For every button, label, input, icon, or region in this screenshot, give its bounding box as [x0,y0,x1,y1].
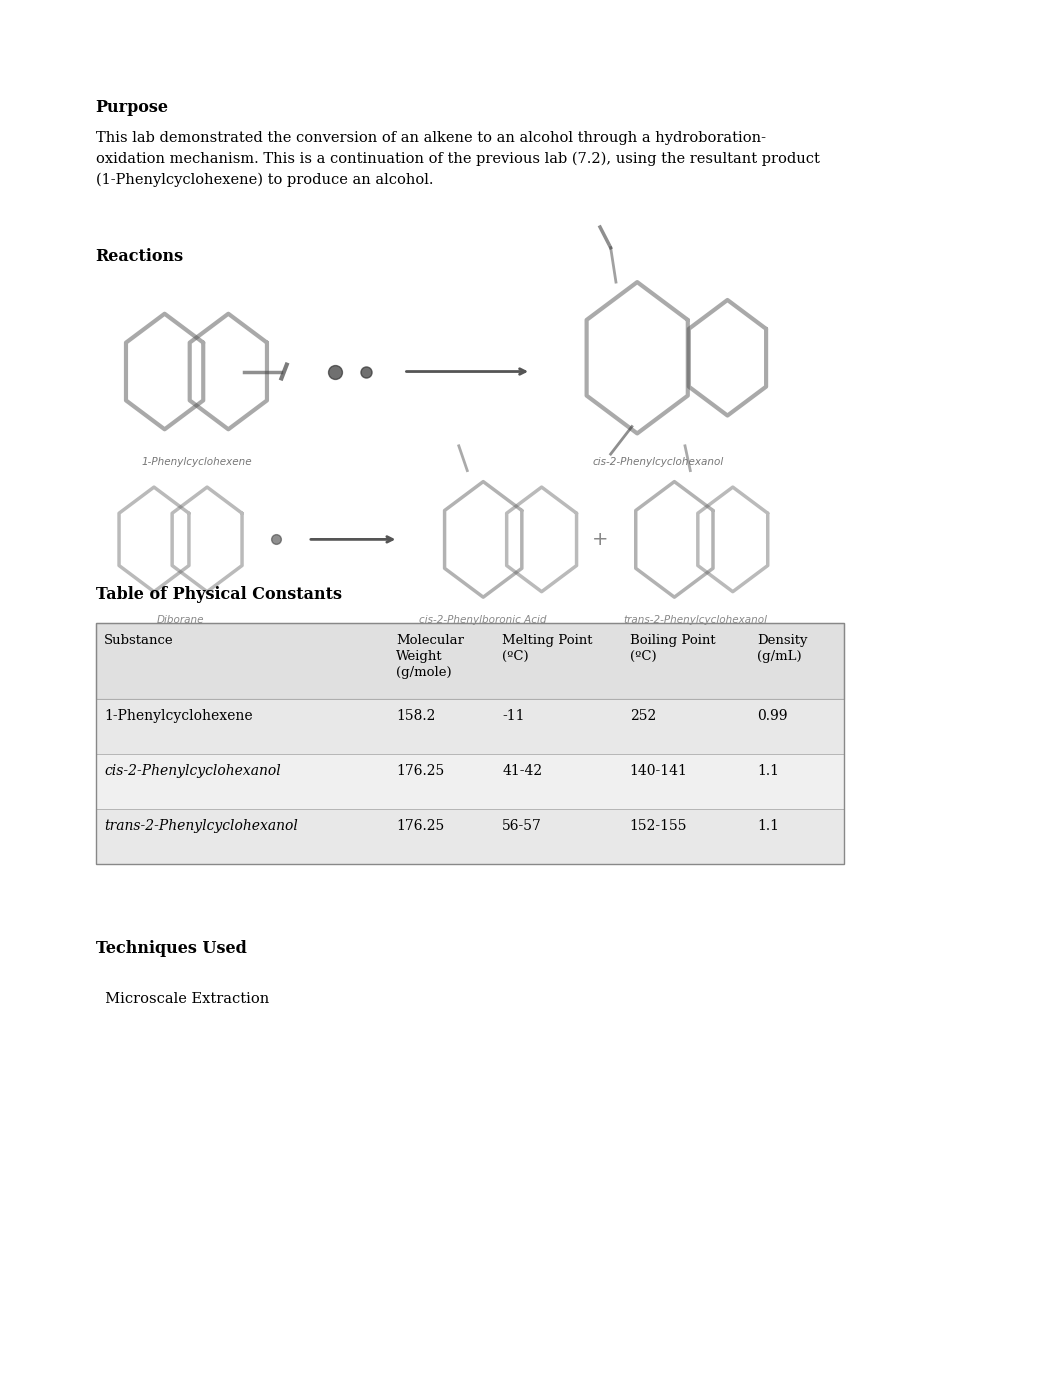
Text: Techniques Used: Techniques Used [96,940,246,956]
Text: This lab demonstrated the conversion of an alkene to an alcohol through a hydrob: This lab demonstrated the conversion of … [96,131,820,187]
Text: 1-Phenylcyclohexene: 1-Phenylcyclohexene [104,709,253,722]
FancyBboxPatch shape [96,754,844,809]
Text: cis-2-Phenylboronic Acid: cis-2-Phenylboronic Acid [419,615,547,625]
Text: +: + [592,530,609,549]
Text: Substance: Substance [104,634,174,647]
Text: 176.25: 176.25 [396,819,444,832]
Text: trans-2-Phenylcyclohexanol: trans-2-Phenylcyclohexanol [104,819,298,832]
FancyBboxPatch shape [96,623,844,699]
Text: 1-Phenylcyclohexene: 1-Phenylcyclohexene [141,457,252,466]
Text: 152-155: 152-155 [630,819,687,832]
Text: 41-42: 41-42 [502,764,543,777]
Text: Purpose: Purpose [96,99,169,116]
FancyBboxPatch shape [96,699,844,754]
Text: -11: -11 [502,709,525,722]
Text: Table of Physical Constants: Table of Physical Constants [96,586,342,603]
Text: Density
(g/mL): Density (g/mL) [757,634,808,663]
Text: cis-2-Phenylcyclohexanol: cis-2-Phenylcyclohexanol [593,457,724,466]
Text: 158.2: 158.2 [396,709,435,722]
Text: Boiling Point
(ºC): Boiling Point (ºC) [630,634,716,663]
Text: 0.99: 0.99 [757,709,788,722]
Text: 56-57: 56-57 [502,819,543,832]
Text: 140-141: 140-141 [630,764,687,777]
Text: 1.1: 1.1 [757,764,780,777]
Text: Melting Point
(ºC): Melting Point (ºC) [502,634,593,663]
Text: Reactions: Reactions [96,248,184,264]
Text: cis-2-Phenylcyclohexanol: cis-2-Phenylcyclohexanol [104,764,280,777]
FancyBboxPatch shape [96,809,844,864]
Text: 252: 252 [630,709,656,722]
Text: Microscale Extraction: Microscale Extraction [96,992,269,1006]
Text: trans-2-Phenylcyclohexanol: trans-2-Phenylcyclohexanol [623,615,768,625]
Text: Molecular
Weight
(g/mole): Molecular Weight (g/mole) [396,634,464,680]
Text: Diborane: Diborane [157,615,204,625]
Text: 1.1: 1.1 [757,819,780,832]
Text: 176.25: 176.25 [396,764,444,777]
